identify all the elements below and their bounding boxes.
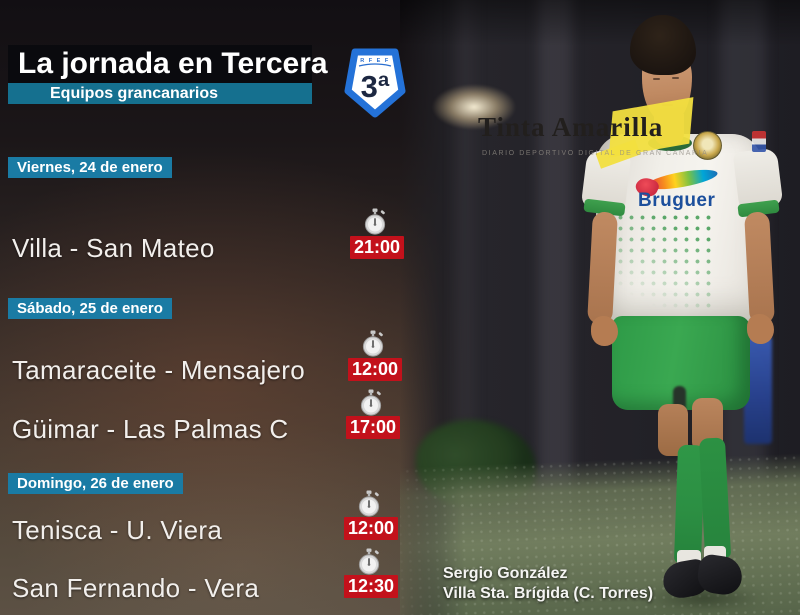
- date-bar-sunday: Domingo, 26 de enero: [8, 473, 183, 494]
- match-teams: Tenisca - U. Viera: [12, 515, 223, 545]
- watermark-logo: Tinta Amarilla: [478, 112, 664, 142]
- stopwatch-icon: [362, 208, 388, 236]
- header-subtitle-bar: Equipos grancanarios: [8, 83, 312, 104]
- player-hand: [747, 314, 774, 344]
- jersey-dot-pattern: [604, 212, 714, 314]
- pentagon-shield-icon: R F E F 3ª: [344, 48, 406, 118]
- match-teams: Tamaraceite - Mensajero: [12, 355, 306, 385]
- badge-federation-text: R F E F: [360, 58, 389, 64]
- player-eye: [653, 78, 660, 81]
- stopwatch-icon: [356, 490, 382, 518]
- club-crest: [693, 131, 722, 160]
- photo-credit: Sergio González Villa Sta. Brígida (C. T…: [443, 564, 653, 604]
- kickoff-time: 21:00: [350, 236, 404, 259]
- page-title: La jornada en Tercera: [18, 47, 328, 80]
- kickoff-time: 17:00: [346, 416, 400, 439]
- watermark-tagline: DIARIO DEPORTIVO DIGITAL DE GRAN CANARIA: [482, 150, 709, 157]
- stopwatch-icon: [358, 389, 384, 417]
- sleeve-patch: [752, 131, 766, 152]
- player-eye: [672, 77, 679, 80]
- player-photo: Bruguer: [400, 0, 800, 615]
- date-bar-saturday: Sábado, 25 de enero: [8, 298, 172, 319]
- page-subtitle: Equipos grancanarios: [50, 85, 219, 102]
- player-arm: [744, 211, 775, 325]
- credit-player-name: Sergio González: [443, 565, 568, 582]
- match-teams: Güimar - Las Palmas C: [12, 414, 289, 444]
- floodlight-glow: [432, 84, 516, 130]
- stopwatch-icon: [360, 330, 386, 358]
- date-bar-friday: Viernes, 24 de enero: [8, 157, 172, 178]
- kickoff-time: 12:00: [348, 358, 402, 381]
- credit-team-name: Villa Sta. Brígida (C. Torres): [443, 585, 654, 602]
- stopwatch-icon: [356, 548, 382, 576]
- match-teams: San Fernando - Vera: [12, 573, 260, 603]
- player-hair: [630, 15, 696, 75]
- sponsor-wordmark: Bruguer: [638, 190, 716, 211]
- player-hand: [591, 316, 618, 346]
- photo-top-shade: [400, 0, 800, 46]
- tercera-division-badge: R F E F 3ª: [342, 43, 408, 119]
- match-teams: Villa - San Mateo: [12, 233, 215, 263]
- badge-tier-text: 3ª: [361, 69, 390, 104]
- header-title-box: La jornada en Tercera: [8, 45, 328, 83]
- kickoff-time: 12:30: [344, 575, 398, 598]
- kickoff-time: 12:00: [344, 517, 398, 540]
